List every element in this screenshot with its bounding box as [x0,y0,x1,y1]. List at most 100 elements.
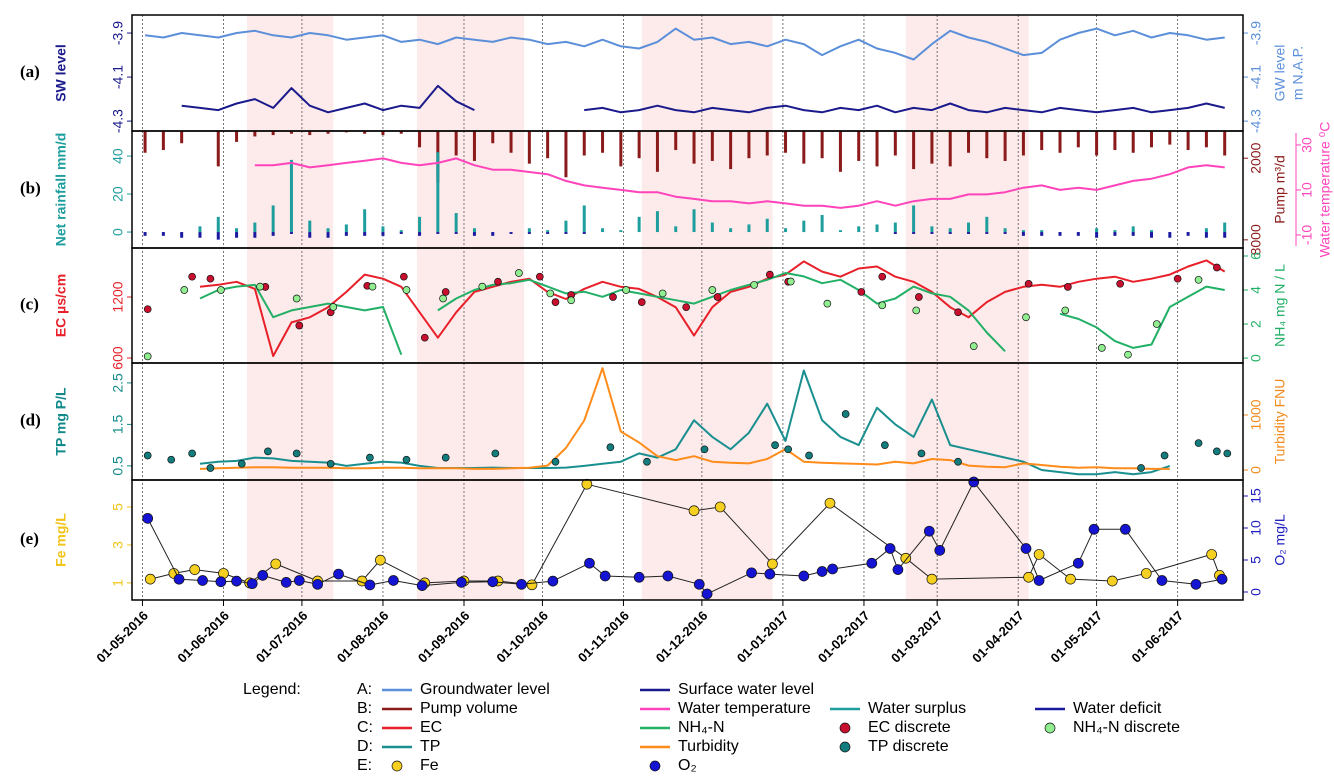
bar [1168,131,1172,145]
point [1072,557,1084,569]
point [824,497,836,509]
bar [418,232,422,236]
legend-label: Pump volume [420,700,518,717]
bar [1058,131,1062,153]
bar [326,232,330,238]
bar [784,228,788,233]
point [143,451,152,460]
legend-label: TP discrete [868,738,949,755]
axis-title: Net rainfall mm/d [53,133,69,247]
bar [527,232,531,234]
bar [1186,131,1190,151]
y-tick-label: -4.3 [110,109,126,133]
point [312,578,323,590]
point [827,563,838,575]
bar [308,232,312,238]
bar [491,232,495,236]
y-tick-label: -10 [1299,225,1315,245]
bar [729,228,733,233]
bar [985,232,989,234]
bar [1058,232,1062,236]
point [439,294,447,303]
point [581,478,593,490]
y-tick-label: 2000 [1248,142,1264,173]
bar [271,232,275,236]
bar [1040,232,1044,236]
y-tick-label: 30 [1299,137,1315,153]
bar [802,220,806,233]
bar [399,232,403,234]
point [364,579,376,591]
shaded-period [641,15,773,600]
bar [216,232,220,240]
bar [344,232,348,236]
bar [546,131,550,159]
bar [235,228,239,233]
bar [1003,131,1007,161]
bar [985,216,989,233]
bar [619,230,623,233]
bar [1095,232,1099,238]
bar [1186,232,1190,236]
point [881,441,889,449]
bar [875,131,879,167]
y-tick-label: 2.5 [110,373,126,393]
axis-title: SW level [53,44,69,102]
point [750,281,759,289]
point [926,573,938,585]
bar [1113,232,1117,236]
bar [564,232,568,234]
series-line [199,272,1225,356]
point [388,575,399,586]
point [441,453,450,462]
bar [198,232,202,238]
point [1124,350,1132,359]
axis-title: GW level [1272,45,1288,102]
bar [655,211,659,233]
y-tick-label: 1 [110,579,126,587]
point [237,459,246,468]
point [188,449,196,458]
point [1160,451,1169,460]
point [526,579,538,591]
point [968,476,980,488]
bar [216,216,220,233]
legend-key: E: [357,757,372,774]
point [292,294,301,303]
bar [253,232,257,238]
point [599,570,611,582]
panel-label: (d) [20,410,41,429]
point [295,321,304,330]
point [217,286,225,294]
bar [399,131,403,134]
panel-label: (e) [20,529,39,548]
bar [655,131,659,172]
point [551,298,560,306]
point [912,306,921,315]
bar [1095,228,1099,233]
point [206,274,215,283]
bar [491,131,495,144]
bar [363,209,367,233]
bar [1076,232,1080,236]
point [1024,279,1033,288]
bar [381,232,385,236]
bar [1223,222,1227,233]
bar [472,131,476,161]
bar [1113,230,1117,233]
bar [582,131,586,156]
bar [1168,232,1172,238]
point [701,588,713,600]
bar [601,228,605,233]
bar [710,131,714,161]
bar [747,131,751,159]
y-tick-label: 40 [110,148,126,164]
legend-key: C: [357,719,373,736]
point [682,303,691,312]
bar [143,131,147,153]
point [567,296,576,305]
legend-symbol [391,760,403,772]
legend-label: Water temperature [678,700,811,717]
bar [912,131,916,170]
